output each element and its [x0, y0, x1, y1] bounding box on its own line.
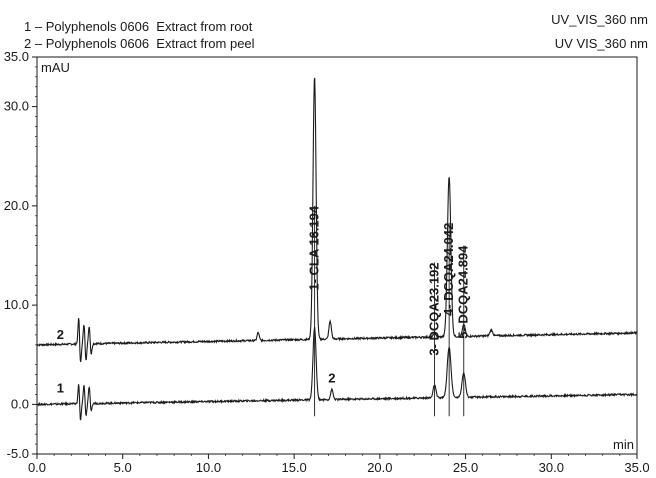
- x-tick-label-2: 10.0: [196, 460, 221, 475]
- plot-frame: [36, 56, 638, 455]
- x-axis-label: min: [613, 437, 634, 452]
- trace-series-2: [36, 77, 638, 363]
- y-tick-label-1: 0.0: [11, 396, 29, 411]
- peak-label-0: 1- CLA 16.194: [307, 205, 322, 291]
- y-tick-label-2: 10.0: [4, 297, 29, 312]
- peak-label-1: 3- DCQA23.192: [427, 262, 442, 355]
- y-tick-label-5: 35.0: [4, 49, 29, 64]
- x-tick-label-4: 20.0: [367, 460, 392, 475]
- x-tick-label-7: 35.0: [624, 460, 649, 475]
- legend-item-2: 2 – Polyphenols 0606 Extract from peel: [24, 36, 255, 51]
- trace-annotation-0: 2: [328, 371, 335, 386]
- legend-item-2-text: Polyphenols 0606 Extract from peel: [45, 36, 255, 51]
- y-tick-label-4: 30.0: [4, 99, 29, 114]
- trace-annotation-2: 1: [57, 380, 64, 395]
- detector-label-1: UV_VIS_360 nm: [551, 12, 648, 27]
- detector-label-2: UV VIS_360 nm: [554, 36, 648, 51]
- x-tick-label-0: 0.0: [28, 460, 46, 475]
- x-tick-label-3: 15.0: [281, 460, 306, 475]
- x-tick-label-5: 25.0: [453, 460, 478, 475]
- trace-annotation-1: 2: [57, 327, 64, 342]
- y-axis-label: mAU: [41, 60, 70, 75]
- y-tick-label-3: 20.0: [4, 198, 29, 213]
- legend-item-1-text: Polyphenols 0606 Extract from root: [45, 19, 253, 34]
- legend-item-1: 1 – Polyphenols 0606 Extract from root: [24, 19, 253, 34]
- trace-series-1: [36, 327, 638, 421]
- x-tick-label-1: 5.0: [114, 460, 132, 475]
- peak-label-2: 4- DCQA24.042: [441, 223, 456, 316]
- y-tick-label-0: -5.0: [7, 446, 29, 461]
- peak-label-3: 5- DCQA24.894: [456, 245, 471, 339]
- x-tick-label-6: 30.0: [539, 460, 564, 475]
